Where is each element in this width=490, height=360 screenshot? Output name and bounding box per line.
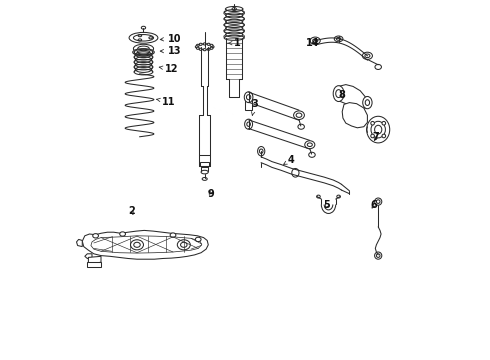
Ellipse shape [374, 125, 382, 134]
Polygon shape [76, 239, 82, 247]
Ellipse shape [129, 32, 158, 43]
Ellipse shape [177, 240, 190, 250]
Ellipse shape [376, 200, 380, 203]
Polygon shape [85, 254, 92, 258]
Text: 8: 8 [339, 90, 345, 100]
Polygon shape [91, 236, 202, 253]
Polygon shape [339, 85, 368, 109]
Text: 12: 12 [159, 64, 178, 74]
Ellipse shape [211, 46, 214, 48]
Ellipse shape [170, 233, 176, 237]
Ellipse shape [333, 86, 344, 102]
Ellipse shape [196, 47, 199, 49]
Ellipse shape [313, 39, 318, 42]
Ellipse shape [367, 116, 390, 143]
Ellipse shape [93, 234, 98, 238]
Ellipse shape [134, 242, 140, 247]
Ellipse shape [133, 49, 154, 56]
Text: 2: 2 [128, 206, 135, 216]
Ellipse shape [258, 147, 265, 156]
Ellipse shape [210, 44, 213, 46]
Ellipse shape [199, 48, 202, 50]
Ellipse shape [336, 90, 342, 98]
Ellipse shape [137, 50, 150, 54]
Ellipse shape [196, 46, 198, 48]
Ellipse shape [305, 141, 315, 149]
Text: 9: 9 [207, 189, 214, 199]
Ellipse shape [371, 134, 374, 138]
Text: 6: 6 [370, 200, 377, 210]
Ellipse shape [337, 37, 341, 40]
Ellipse shape [245, 119, 252, 129]
Ellipse shape [363, 96, 372, 109]
Ellipse shape [376, 254, 380, 257]
Polygon shape [88, 256, 101, 264]
Text: 4: 4 [284, 155, 294, 165]
Bar [87, 262, 101, 267]
Ellipse shape [382, 134, 386, 138]
Ellipse shape [298, 124, 304, 129]
Ellipse shape [337, 195, 341, 198]
Text: 7: 7 [373, 132, 380, 142]
Ellipse shape [133, 35, 153, 41]
Ellipse shape [292, 168, 299, 177]
Ellipse shape [210, 47, 213, 49]
Ellipse shape [203, 49, 206, 51]
Ellipse shape [247, 122, 250, 126]
Ellipse shape [363, 52, 372, 59]
Ellipse shape [245, 92, 253, 103]
Bar [200, 162, 209, 166]
Ellipse shape [259, 149, 263, 153]
Ellipse shape [197, 44, 213, 50]
Ellipse shape [317, 195, 320, 198]
Ellipse shape [382, 121, 386, 125]
Ellipse shape [371, 121, 374, 125]
Ellipse shape [310, 37, 320, 44]
Ellipse shape [203, 43, 206, 45]
Text: 3: 3 [251, 99, 258, 115]
Ellipse shape [201, 170, 208, 174]
Ellipse shape [294, 111, 304, 120]
Ellipse shape [374, 252, 382, 259]
Ellipse shape [296, 113, 302, 117]
Text: 5: 5 [323, 200, 330, 210]
Bar [245, 94, 252, 110]
Text: 11: 11 [156, 96, 176, 107]
Ellipse shape [207, 43, 210, 45]
Polygon shape [342, 103, 368, 128]
Ellipse shape [180, 242, 187, 247]
Ellipse shape [138, 46, 149, 51]
Ellipse shape [133, 44, 153, 53]
Ellipse shape [365, 54, 370, 58]
Ellipse shape [196, 237, 201, 242]
Ellipse shape [365, 100, 369, 105]
Ellipse shape [334, 36, 343, 42]
Text: 14: 14 [305, 38, 319, 48]
Ellipse shape [199, 43, 202, 45]
Ellipse shape [374, 198, 382, 205]
Ellipse shape [196, 44, 199, 46]
Ellipse shape [371, 121, 386, 138]
Ellipse shape [207, 48, 210, 50]
Ellipse shape [375, 64, 381, 69]
Bar [199, 155, 210, 166]
Ellipse shape [120, 232, 125, 236]
Polygon shape [82, 230, 208, 259]
Text: 10: 10 [160, 33, 181, 44]
Ellipse shape [307, 143, 312, 147]
Ellipse shape [130, 240, 144, 250]
Text: 1: 1 [228, 38, 240, 48]
Ellipse shape [309, 152, 315, 157]
Ellipse shape [246, 95, 251, 100]
Text: 13: 13 [160, 46, 181, 56]
